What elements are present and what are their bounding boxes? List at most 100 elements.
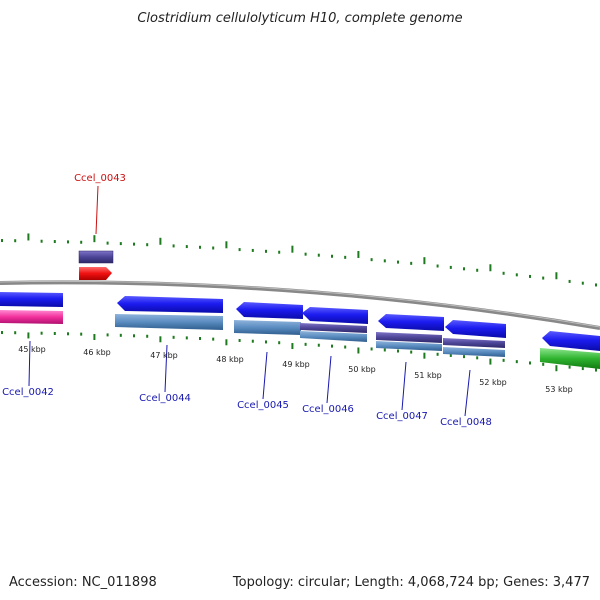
ruler-minor-tick bbox=[595, 368, 597, 372]
ruler-minor-tick bbox=[502, 271, 505, 275]
gene-feature-ccel-0044-arrow[interactable] bbox=[117, 296, 223, 313]
kbp-label: 46 kbp bbox=[83, 348, 111, 357]
ruler-minor-tick bbox=[53, 331, 56, 335]
ruler-minor-tick bbox=[581, 281, 584, 285]
kbp-label: 47 kbp bbox=[150, 351, 178, 360]
ruler-minor-tick bbox=[67, 240, 69, 244]
ruler-minor-tick bbox=[317, 343, 320, 347]
ruler-minor-tick bbox=[67, 332, 69, 336]
ruler-minor-tick bbox=[331, 254, 333, 258]
kbp-label: 49 kbp bbox=[282, 360, 310, 369]
ruler-minor-tick bbox=[80, 240, 83, 244]
ruler-minor-tick bbox=[397, 260, 399, 264]
ruler-minor-tick bbox=[344, 255, 347, 259]
gene-label-ccel-0047[interactable]: Ccel_0047 bbox=[376, 411, 428, 422]
ruler-minor-tick bbox=[529, 274, 531, 278]
ruler-minor-tick bbox=[436, 352, 439, 356]
gene-feature-ccel-0042-arrow[interactable] bbox=[0, 292, 63, 307]
ruler-minor-tick bbox=[542, 276, 545, 280]
gene-label-ccel-0046[interactable]: Ccel_0046 bbox=[302, 404, 354, 415]
gene-features bbox=[0, 250, 600, 369]
ruler-minor-tick bbox=[568, 279, 571, 283]
kbp-label: 53 kbp bbox=[545, 385, 573, 394]
kbp-label: 52 kbp bbox=[479, 378, 507, 387]
ruler-minor-tick bbox=[14, 239, 17, 243]
gene-label-ccel-0045[interactable]: Ccel_0045 bbox=[237, 400, 289, 411]
gene-feature-ccel-0043-arrow[interactable] bbox=[79, 267, 112, 280]
ruler-minor-tick bbox=[106, 333, 109, 337]
gene-label-ccel-0043[interactable]: Ccel_0043 bbox=[74, 173, 126, 184]
ruler-minor-tick bbox=[581, 367, 584, 371]
ruler-minor-tick bbox=[595, 283, 597, 287]
ruler-minor-tick bbox=[265, 249, 267, 253]
ruler-minor-tick bbox=[304, 252, 307, 256]
ruler-minor-tick bbox=[1, 331, 3, 335]
ruler-minor-tick bbox=[146, 243, 149, 247]
kbp-label: 45 kbp bbox=[18, 345, 46, 354]
map-title: Clostridium cellulolyticum H10, complete… bbox=[137, 11, 462, 26]
kbp-label: 48 kbp bbox=[216, 355, 244, 364]
ruler-minor-tick bbox=[476, 356, 479, 360]
gene-feature-next-cds[interactable] bbox=[540, 348, 600, 369]
gene-feature-ccel-0046-cds-a[interactable] bbox=[300, 323, 367, 333]
ruler-minor-tick bbox=[40, 239, 43, 243]
gene-feature-ccel-0047-cds-a[interactable] bbox=[376, 332, 442, 343]
gene-feature-ccel-0047-cds-b[interactable] bbox=[376, 341, 442, 351]
ruler-minor-tick bbox=[383, 348, 386, 352]
gene-feature-ccel-0048-cds-b[interactable] bbox=[443, 347, 505, 357]
ruler-minor-tick bbox=[397, 349, 399, 353]
ruler-minor-tick bbox=[436, 264, 439, 268]
genome-backbone bbox=[0, 280, 600, 330]
ruler-minor-tick bbox=[238, 338, 241, 342]
ruler-minor-tick bbox=[119, 242, 122, 246]
ruler-minor-tick bbox=[106, 241, 109, 245]
ruler-minor-tick bbox=[515, 273, 518, 277]
accession-text: Accession: NC_011898 bbox=[9, 575, 157, 590]
gene-feature-ccel-0045-cds[interactable] bbox=[234, 320, 301, 335]
gene-feature-ccel-0047-arrow[interactable] bbox=[378, 314, 444, 331]
ruler-minor-tick bbox=[146, 334, 149, 338]
ruler-minor-tick bbox=[119, 333, 122, 337]
ruler-minor-tick bbox=[185, 245, 188, 249]
gene-label-ccel-0042[interactable]: Ccel_0042 bbox=[2, 387, 54, 398]
ruler-minor-tick bbox=[278, 250, 281, 254]
ruler-minor-tick bbox=[463, 267, 465, 271]
ruler-minor-tick bbox=[185, 336, 188, 340]
ruler-minor-tick bbox=[449, 353, 452, 357]
gene-feature-ccel-0043-cds[interactable] bbox=[78, 250, 114, 264]
ruler-minor-tick bbox=[304, 342, 307, 346]
kbp-axis-labels: 45 kbp 46 kbp 47 kbp 48 kbp 49 kbp 50 kb… bbox=[18, 345, 573, 394]
kbp-label: 51 kbp bbox=[414, 371, 442, 380]
gene-feature-ccel-0048-arrow[interactable] bbox=[445, 320, 506, 338]
ruler-minor-tick bbox=[14, 331, 17, 335]
ruler-minor-tick bbox=[1, 239, 3, 243]
ruler-minor-tick bbox=[251, 339, 254, 343]
gene-feature-ccel-0042-cds[interactable] bbox=[0, 310, 63, 324]
outer-ruler bbox=[1, 233, 597, 287]
gene-feature-ccel-0046-cds-b[interactable] bbox=[300, 331, 367, 342]
ruler-minor-tick bbox=[212, 337, 215, 341]
ruler-minor-tick bbox=[265, 340, 267, 344]
ruler-minor-tick bbox=[410, 350, 413, 354]
ruler-minor-tick bbox=[515, 360, 518, 364]
ruler-minor-tick bbox=[370, 347, 373, 351]
gene-feature-ccel-0044-cds[interactable] bbox=[115, 314, 223, 330]
ruler-minor-tick bbox=[251, 248, 254, 252]
ruler-minor-tick bbox=[331, 344, 333, 348]
inner-ruler bbox=[1, 331, 597, 372]
gene-feature-next-arrow[interactable] bbox=[542, 331, 600, 351]
ruler-minor-tick bbox=[278, 341, 281, 345]
ruler-minor-tick bbox=[370, 258, 373, 262]
gene-feature-ccel-0046-arrow[interactable] bbox=[302, 307, 368, 324]
ruler-minor-tick bbox=[502, 358, 505, 362]
gene-label-ccel-0044[interactable]: Ccel_0044 bbox=[139, 393, 191, 404]
gene-label-ccel-0048[interactable]: Ccel_0048 bbox=[440, 417, 492, 428]
kbp-label: 50 kbp bbox=[348, 365, 376, 374]
ruler-minor-tick bbox=[238, 248, 241, 252]
ruler-minor-tick bbox=[199, 245, 201, 249]
ruler-minor-tick bbox=[449, 265, 452, 269]
gene-labels: Ccel_0043 Ccel_0042 Ccel_0044 Ccel_0045 … bbox=[2, 173, 492, 428]
gene-feature-ccel-0048-cds-a[interactable] bbox=[443, 338, 505, 348]
gene-feature-ccel-0045-arrow[interactable] bbox=[236, 302, 303, 319]
